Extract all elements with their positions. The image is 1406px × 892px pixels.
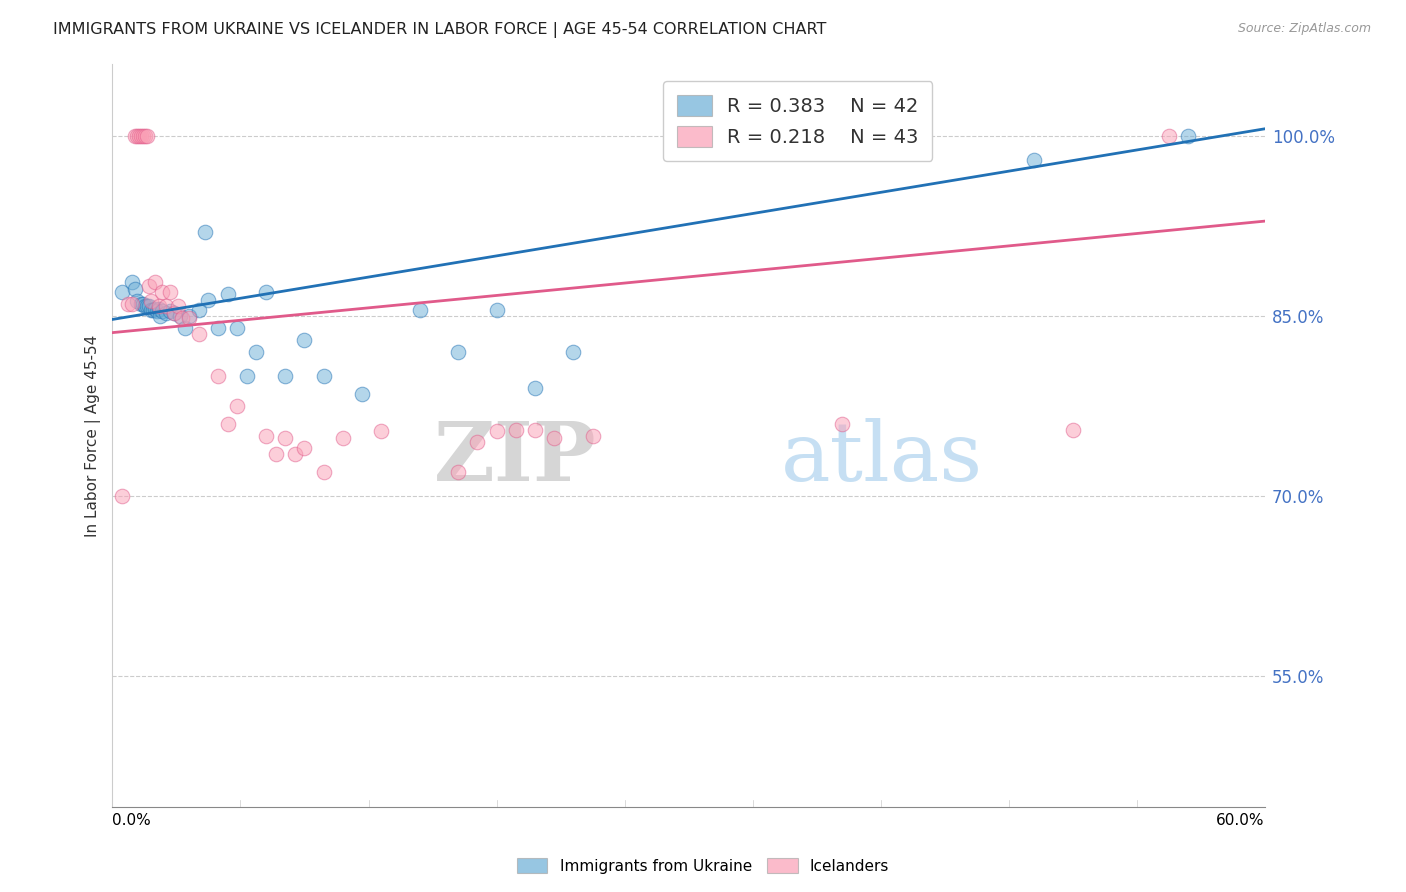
Point <box>523 381 546 395</box>
Point <box>129 297 152 311</box>
Point <box>1177 128 1199 143</box>
Point <box>294 441 316 455</box>
Point <box>409 302 432 317</box>
Point <box>1157 128 1180 143</box>
Point <box>505 423 527 437</box>
Point <box>117 297 139 311</box>
Point <box>543 431 565 445</box>
Point <box>143 275 166 289</box>
Point <box>149 309 172 323</box>
Point <box>197 293 219 308</box>
Point <box>143 301 166 316</box>
Point <box>217 287 239 301</box>
Point <box>1062 423 1084 437</box>
Point <box>111 285 134 299</box>
Point <box>124 283 146 297</box>
Point <box>831 417 853 431</box>
Point <box>179 311 201 326</box>
Point <box>148 299 170 313</box>
Point <box>174 321 197 335</box>
Point <box>134 128 156 143</box>
Point <box>166 299 188 313</box>
Point <box>274 431 297 445</box>
Point <box>132 297 155 311</box>
Point <box>127 128 149 143</box>
Point <box>145 304 167 318</box>
Point <box>370 424 392 438</box>
Legend: Immigrants from Ukraine, Icelanders: Immigrants from Ukraine, Icelanders <box>510 852 896 880</box>
Text: atlas: atlas <box>780 418 983 498</box>
Point <box>136 128 159 143</box>
Point <box>138 278 160 293</box>
Point <box>187 302 209 317</box>
Text: IMMIGRANTS FROM UKRAINE VS ICELANDER IN LABOR FORCE | AGE 45-54 CORRELATION CHAR: IMMIGRANTS FROM UKRAINE VS ICELANDER IN … <box>53 22 827 38</box>
Point <box>150 304 173 318</box>
Point <box>128 128 150 143</box>
Text: 60.0%: 60.0% <box>1216 814 1265 829</box>
Point <box>121 297 143 311</box>
Point <box>245 344 267 359</box>
Point <box>127 294 149 309</box>
Point <box>1024 153 1046 167</box>
Point <box>187 326 209 341</box>
Point <box>159 285 181 299</box>
Point <box>163 306 186 320</box>
Point <box>467 434 489 449</box>
Point <box>136 299 159 313</box>
Legend: R = 0.383    N = 42, R = 0.218    N = 43: R = 0.383 N = 42, R = 0.218 N = 43 <box>664 81 932 161</box>
Point <box>264 447 287 461</box>
Text: Source: ZipAtlas.com: Source: ZipAtlas.com <box>1237 22 1371 36</box>
Point <box>169 309 191 323</box>
Point <box>226 321 249 335</box>
Point <box>155 306 177 320</box>
Point <box>294 333 316 347</box>
Point <box>332 431 354 445</box>
Point <box>132 128 155 143</box>
Point <box>254 285 277 299</box>
Point <box>562 344 585 359</box>
Point <box>217 417 239 431</box>
Point <box>284 447 307 461</box>
Point <box>523 423 546 437</box>
Text: ZIP: ZIP <box>434 418 596 498</box>
Point <box>274 368 297 383</box>
Point <box>129 128 152 143</box>
Point <box>312 465 335 479</box>
Point <box>207 368 229 383</box>
Point <box>142 302 165 317</box>
Point <box>254 428 277 442</box>
Point <box>134 299 156 313</box>
Point <box>121 275 143 289</box>
Point <box>139 302 162 317</box>
Point <box>163 306 186 320</box>
Y-axis label: In Labor Force | Age 45-54: In Labor Force | Age 45-54 <box>86 334 101 537</box>
Point <box>485 424 508 438</box>
Text: 0.0%: 0.0% <box>112 814 152 829</box>
Point <box>179 309 201 323</box>
Point <box>447 344 470 359</box>
Point <box>170 311 193 326</box>
Point <box>155 299 177 313</box>
Point <box>226 399 249 413</box>
Point <box>194 225 217 239</box>
Point <box>111 489 134 503</box>
Point <box>352 386 374 401</box>
Point <box>124 128 146 143</box>
Point <box>148 301 170 316</box>
Point <box>138 299 160 313</box>
Point <box>312 368 335 383</box>
Point <box>207 321 229 335</box>
Point <box>159 304 181 318</box>
Point <box>485 302 508 317</box>
Point <box>236 368 259 383</box>
Point <box>139 294 162 309</box>
Point <box>447 465 470 479</box>
Point <box>581 428 603 442</box>
Point <box>150 285 173 299</box>
